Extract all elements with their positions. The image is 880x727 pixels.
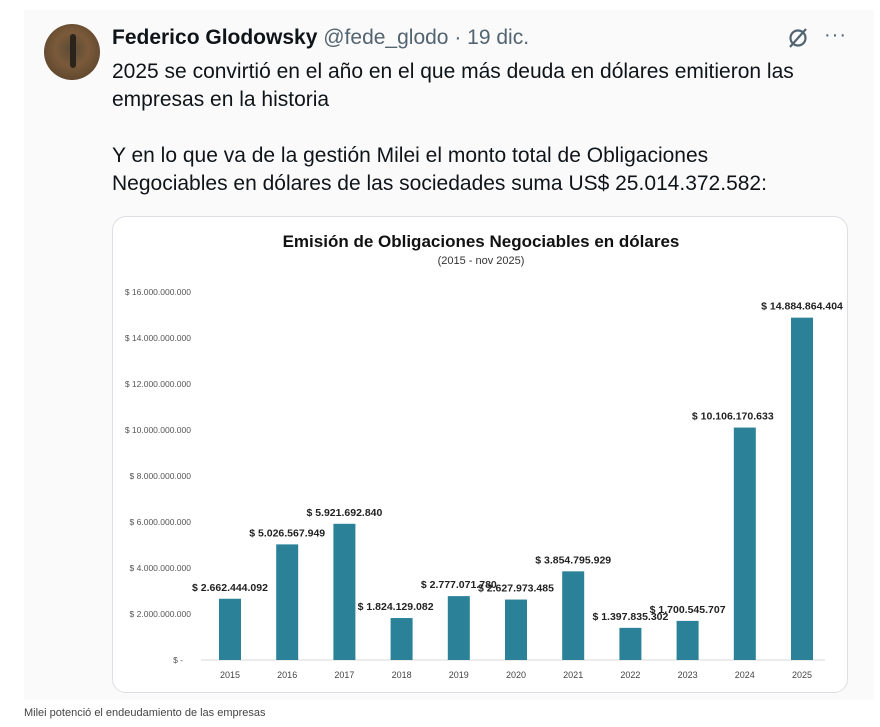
data-label: $ 2.662.444.092	[192, 582, 268, 594]
x-tick-label: 2021	[563, 670, 583, 680]
bar-chart: Emisión de Obligaciones Negociables en d…	[125, 232, 843, 680]
bar-2016	[276, 544, 299, 660]
data-label: $ 1.700.545.707	[650, 604, 726, 616]
x-tick-label: 2017	[334, 670, 354, 680]
bar-2015	[219, 598, 241, 660]
y-tick-label: $ 14.000.000.000	[125, 333, 191, 343]
tweet-date[interactable]: 19 dic.	[467, 26, 530, 49]
author-name[interactable]: Federico Glodowsky	[112, 26, 318, 49]
x-tick-label: 2015	[220, 670, 240, 680]
x-tick-label: 2022	[620, 670, 640, 680]
data-label: $ 10.106.170.633	[692, 411, 774, 423]
bar-2022	[619, 627, 642, 660]
tweet-paragraph: Y en lo que va de la gestión Milei el mo…	[112, 144, 767, 195]
author-handle[interactable]: @fede_glodo	[323, 26, 449, 49]
y-tick-label: $ 10.000.000.000	[125, 425, 191, 435]
bar-2018	[390, 618, 413, 660]
bar-2019	[447, 596, 470, 660]
x-tick-label: 2016	[277, 670, 297, 680]
chart-title: Emisión de Obligaciones Negociables en d…	[283, 232, 680, 251]
data-label: $ 2.627.973.485	[478, 583, 554, 595]
chart-image[interactable]: Emisión de Obligaciones Negociables en d…	[112, 216, 848, 693]
separator: ·	[448, 26, 468, 49]
bar-2025	[791, 317, 813, 660]
data-label: $ 5.921.692.840	[306, 507, 382, 519]
x-tick-label: 2020	[506, 670, 526, 680]
grok-icon[interactable]	[786, 26, 810, 57]
y-tick-label: $ 12.000.000.000	[125, 379, 191, 389]
avatar[interactable]	[44, 24, 100, 80]
tweet-paragraph: 2025 se convirtió en el año en el que má…	[112, 60, 794, 111]
y-tick-label: $ 2.000.000.000	[130, 609, 192, 619]
x-tick-label: 2025	[792, 670, 812, 680]
y-tick-label: $ -	[173, 655, 183, 665]
bar-2024	[733, 427, 756, 660]
y-tick-label: $ 16.000.000.000	[125, 287, 191, 297]
tweet-text: 2025 se convirtió en el año en el que má…	[112, 58, 812, 226]
data-label: $ 3.854.795.929	[535, 554, 611, 566]
bar-2020	[505, 599, 527, 660]
bar-2017	[333, 523, 356, 660]
data-label: $ 5.026.567.949	[249, 527, 325, 539]
x-tick-label: 2023	[678, 670, 698, 680]
chart-subtitle: (2015 - nov 2025)	[438, 255, 525, 267]
x-tick-label: 2019	[449, 670, 469, 680]
data-label: $ 1.824.129.082	[358, 601, 434, 613]
bar-2021	[562, 571, 585, 660]
y-tick-label: $ 8.000.000.000	[130, 471, 192, 481]
bar-2023	[676, 620, 699, 660]
image-caption: Milei potenció el endeudamiento de las e…	[24, 707, 266, 719]
y-tick-label: $ 4.000.000.000	[130, 563, 192, 573]
data-label: $ 1.397.835.302	[592, 611, 668, 623]
tweet-header: Federico Glodowsky @fede_glodo · 19 dic.	[112, 26, 529, 50]
more-icon[interactable]: ···	[824, 24, 847, 46]
x-tick-label: 2018	[392, 670, 412, 680]
x-tick-label: 2024	[735, 670, 755, 680]
data-label: $ 14.884.864.404	[761, 301, 843, 313]
y-tick-label: $ 6.000.000.000	[130, 517, 192, 527]
data-label: $ 2.777.071.780	[421, 579, 497, 591]
